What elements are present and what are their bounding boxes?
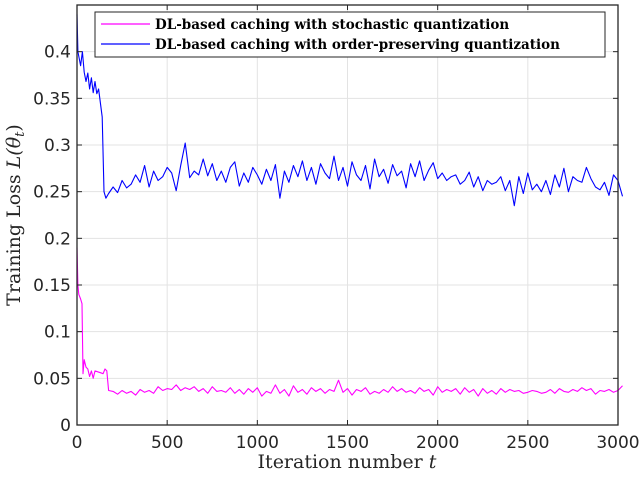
x-tick-label: 0: [72, 433, 83, 453]
ticks: 0 500 1000 1500 2000 2500 3000 0 0.05 0.1 0.15 0.2 0…: [33, 5, 640, 453]
x-tick-label: 2000: [416, 433, 459, 453]
series-line-0: [76, 247, 623, 397]
y-tick-label: 0.2: [44, 229, 71, 249]
y-tick-label: 0: [60, 416, 71, 436]
x-tick-label: 1500: [326, 433, 369, 453]
y-tick-label: 0.35: [33, 89, 71, 109]
legend-label-order-preserving: DL-based caching with order-preserving q…: [155, 37, 560, 53]
y-axis-label: Training Loss L(θt): [3, 124, 28, 306]
grid: [76, 5, 619, 426]
series-line-1: [76, 14, 624, 207]
legend-label-stochastic: DL-based caching with stochastic quantiz…: [155, 17, 509, 33]
x-tick-label: 1000: [236, 433, 279, 453]
legend-box: [94, 11, 606, 58]
y-tick-label: 0.25: [33, 183, 71, 203]
x-tick-label: 500: [151, 433, 183, 453]
x-tick-label: 3000: [596, 433, 639, 453]
x-axis-label: Iteration number t: [258, 451, 437, 473]
y-tick-label: 0.15: [33, 276, 71, 296]
y-tick-label: 0.05: [33, 369, 71, 389]
legend: DL-based caching with stochastic quantiz…: [94, 11, 606, 58]
x-tick-label: 2500: [506, 433, 549, 453]
series-lines: [76, 14, 624, 397]
y-tick-label: 0.1: [44, 323, 71, 343]
y-tick-label: 0.4: [44, 43, 71, 63]
y-tick-label: 0.3: [44, 136, 71, 156]
